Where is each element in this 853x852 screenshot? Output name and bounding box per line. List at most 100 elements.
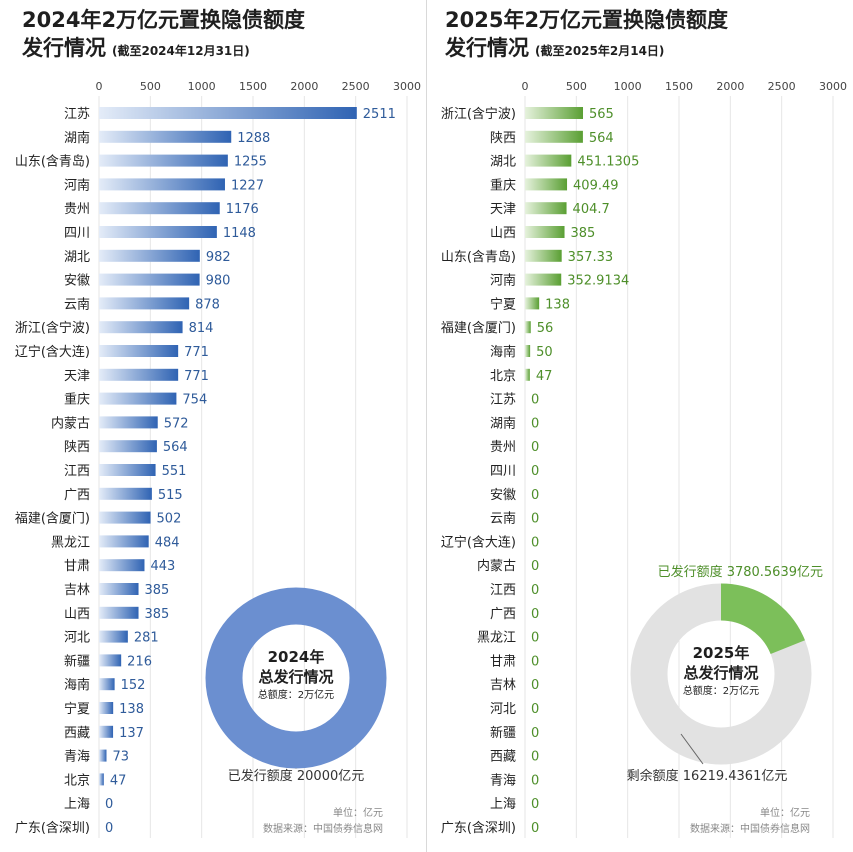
data-label: 409.49: [573, 178, 619, 193]
data-label: 0: [531, 583, 539, 598]
source-note: 数据来源：中国债券信息网: [263, 822, 383, 835]
data-label: 572: [164, 416, 189, 431]
data-label: 352.9134: [567, 274, 629, 289]
data-label: 0: [531, 512, 539, 527]
data-label: 2511: [363, 107, 396, 122]
category-label: 陕西: [64, 440, 90, 455]
category-label: 甘肃: [490, 654, 516, 669]
category-label: 江苏: [490, 392, 516, 408]
bar: [525, 249, 562, 262]
chart-title-2025-line1: 2025年2万亿元置换隐债额度: [445, 8, 729, 32]
category-label: 辽宁(含大连): [15, 344, 90, 360]
category-label: 贵州: [64, 202, 90, 217]
data-label: 982: [206, 250, 231, 265]
data-label: 754: [182, 393, 207, 408]
data-label: 0: [531, 773, 539, 788]
bar: [99, 630, 128, 643]
category-label: 天津: [490, 202, 516, 217]
x-tick-label: 3000: [393, 80, 421, 93]
donut-leader-line: [680, 733, 704, 765]
category-label: 黑龙江: [51, 535, 90, 550]
category-label: 贵州: [490, 440, 516, 455]
panel-divider: [426, 0, 427, 852]
category-label: 内蒙古: [477, 558, 516, 574]
x-tick-label: 1000: [614, 80, 642, 93]
bar: [525, 368, 530, 381]
bar: [99, 273, 200, 286]
donut-center-sub: 总额度：2万亿元: [258, 688, 334, 701]
data-label: 0: [531, 393, 539, 408]
category-label: 湖北: [64, 250, 90, 265]
donut-issued-label: 已发行额度 3780.5639亿元: [658, 564, 823, 580]
donut-ring-issued: [205, 587, 387, 769]
category-label: 甘肃: [64, 559, 90, 574]
data-label: 47: [536, 369, 553, 384]
category-label: 山西: [64, 607, 90, 622]
data-label: 0: [531, 678, 539, 693]
category-label: 安徽: [64, 274, 90, 289]
data-label: 0: [531, 440, 539, 455]
data-label: 0: [531, 535, 539, 550]
data-label: 0: [531, 821, 539, 836]
data-label: 515: [158, 488, 183, 503]
x-tick-label: 1500: [239, 80, 267, 93]
data-label: 0: [531, 559, 539, 574]
category-label: 湖南: [490, 415, 516, 431]
donut-remaining-label: 剩余额度 16219.4361亿元: [627, 768, 788, 784]
category-label: 吉林: [64, 583, 90, 598]
category-label: 上海: [490, 797, 516, 812]
data-label: 0: [105, 797, 113, 812]
category-label: 山东(含青岛): [441, 249, 516, 265]
bar: [525, 273, 562, 286]
bar: [99, 154, 228, 167]
data-label: 771: [184, 369, 209, 384]
category-label: 宁夏: [64, 701, 90, 717]
chart-title-2024-line2: 发行情况 (截至2024年12月31日): [22, 34, 305, 65]
chart-title-2024: 2024年2万亿元置换隐债额度 发行情况 (截至2024年12月31日): [22, 6, 305, 65]
x-tick-label: 3000: [819, 80, 847, 93]
bar: [525, 226, 565, 238]
donut-center-title: 总发行情况: [683, 664, 758, 682]
data-label: 451.1305: [577, 155, 639, 170]
category-label: 江西: [64, 464, 90, 479]
bar: [99, 749, 107, 762]
data-label: 551: [162, 464, 187, 479]
chart-title-2024-line2-text: 发行情况: [22, 36, 106, 60]
category-label: 上海: [64, 797, 90, 812]
bar: [525, 130, 583, 143]
category-label: 四川: [490, 464, 516, 479]
data-label: 443: [150, 559, 175, 574]
data-label: 0: [531, 464, 539, 479]
bar: [99, 773, 104, 786]
data-label: 0: [531, 631, 539, 646]
data-label: 0: [105, 821, 113, 836]
category-label: 重庆: [64, 392, 90, 408]
category-label: 海南: [490, 344, 516, 360]
category-label: 江苏: [64, 106, 90, 122]
category-label: 四川: [64, 226, 90, 241]
data-label: 73: [112, 750, 129, 765]
data-label: 1227: [231, 178, 264, 193]
category-label: 北京: [490, 369, 516, 384]
category-label: 新疆: [490, 725, 516, 741]
category-label: 广西: [64, 488, 90, 503]
source-note: 数据来源：中国债券信息网: [690, 822, 810, 835]
x-tick-label: 2000: [290, 80, 318, 93]
category-label: 云南: [64, 296, 90, 312]
data-label: 0: [531, 750, 539, 765]
category-label: 辽宁(含大连): [441, 534, 516, 550]
data-label: 878: [195, 297, 220, 312]
bar: [99, 107, 357, 119]
category-label: 新疆: [64, 653, 90, 669]
data-label: 814: [189, 321, 214, 336]
bar: [99, 606, 139, 619]
data-label: 357.33: [568, 250, 614, 265]
data-label: 281: [134, 631, 159, 646]
bar: [99, 297, 190, 310]
bar: [525, 178, 568, 191]
bar-chart-2024: 0 500 1000 1500 2000 2500 3000 江苏 2511 湖南 1288 山东(含…: [15, 80, 421, 838]
bar: [99, 345, 179, 357]
data-label: 0: [531, 416, 539, 431]
category-label: 福建(含厦门): [15, 511, 90, 527]
